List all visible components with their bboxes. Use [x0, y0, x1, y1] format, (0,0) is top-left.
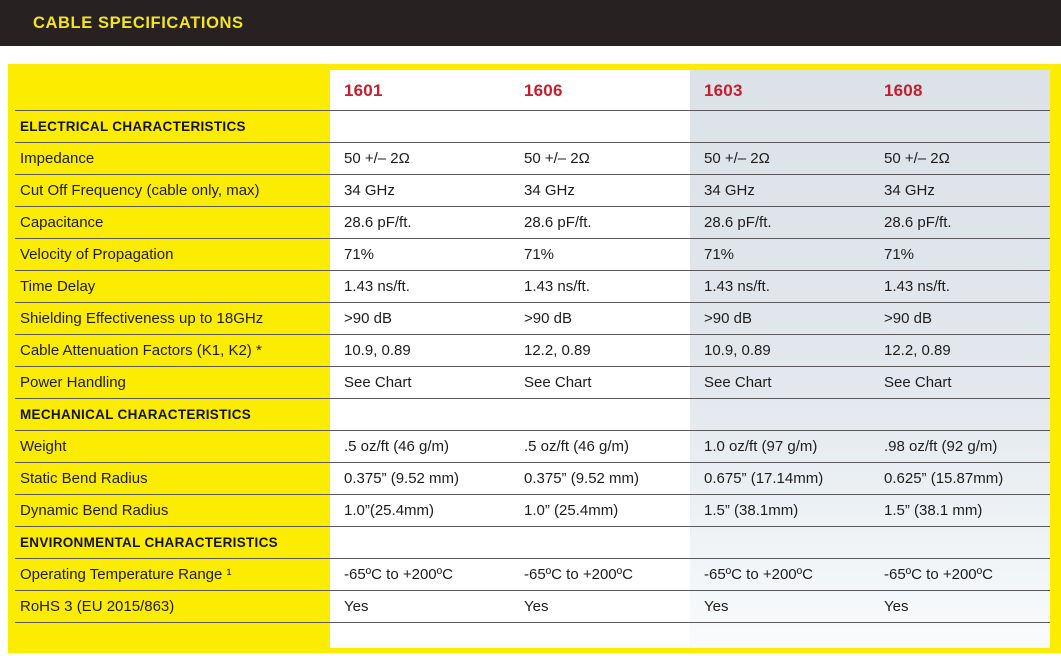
row-label: Impedance: [20, 150, 95, 167]
table-row: Velocity of Propagation 71% 71% 71% 71%: [15, 239, 1050, 271]
spec-table: 1601 1606 1603 1608 ELECTRICAL CHARACTERIST…: [8, 64, 1061, 653]
table-row: Impedance 50 +/– 2Ω 50 +/– 2Ω 50 +/– 2Ω 50 +…: [15, 143, 1050, 175]
cell-value: 1.43 ns/ft.: [884, 278, 950, 295]
cell-value: 50 +/– 2Ω: [704, 150, 770, 167]
title-bar: CABLE SPECIFICATIONS: [0, 0, 1061, 46]
cell-value: Yes: [884, 598, 909, 615]
cell-value: 12.2, 0.89: [884, 342, 951, 359]
data-panel: [330, 70, 1050, 648]
page-title: CABLE SPECIFICATIONS: [33, 14, 244, 32]
section-row: ELECTRICAL CHARACTERISTICS: [15, 111, 1050, 143]
cell-value: 71%: [344, 246, 375, 263]
row-label: RoHS 3 (EU 2015/863): [20, 598, 175, 615]
cell-value: 28.6 pF/ft.: [524, 214, 592, 231]
cell-value: >90 dB: [704, 310, 752, 327]
column-header: 1603: [704, 81, 743, 100]
row-label: ENVIRONMENTAL CHARACTERISTICS: [20, 535, 278, 550]
cell-value: 0.675” (17.14mm): [704, 470, 824, 487]
cell-value: 34 GHz: [524, 182, 575, 199]
cell-value: 12.2, 0.89: [524, 342, 591, 359]
row-label: Velocity of Propagation: [20, 246, 174, 263]
row-label: Capacitance: [20, 214, 104, 231]
cell-value: 1.5” (38.1mm): [704, 502, 799, 519]
row-label: ELECTRICAL CHARACTERISTICS: [20, 119, 246, 134]
table-row: Cable Attenuation Factors (K1, K2) * 10.9…: [15, 335, 1050, 367]
cell-value: -65ºC to +200ºC: [704, 566, 813, 583]
table-row: Time Delay 1.43 ns/ft. 1.43 ns/ft. 1.43 ns/…: [15, 271, 1050, 303]
cell-value: Yes: [344, 598, 369, 615]
column-header-row: 1601 1606 1603 1608: [330, 70, 1050, 110]
cell-value: 71%: [884, 246, 915, 263]
row-label: Weight: [20, 438, 67, 455]
cell-value: See Chart: [344, 374, 412, 391]
cell-value: 1.43 ns/ft.: [704, 278, 770, 295]
cell-value: See Chart: [884, 374, 952, 391]
row-label: Shielding Effectiveness up to 18GHz: [20, 310, 264, 327]
cell-value: 34 GHz: [344, 182, 395, 199]
table-row: Power Handling See Chart See Chart See Char…: [15, 367, 1050, 399]
cell-value: 1.43 ns/ft.: [524, 278, 590, 295]
cell-value: .98 oz/ft (92 g/m): [884, 438, 998, 455]
row-label: Dynamic Bend Radius: [20, 502, 169, 519]
cell-value: 1.43 ns/ft.: [344, 278, 410, 295]
table-row: Weight .5 oz/ft (46 g/m) .5 oz/ft (46 g/m)…: [15, 431, 1050, 463]
cell-value: -65ºC to +200ºC: [524, 566, 633, 583]
cell-value: Yes: [704, 598, 729, 615]
row-label: MECHANICAL CHARACTERISTICS: [20, 407, 252, 422]
cell-value: 28.6 pF/ft.: [344, 214, 412, 231]
cell-value: 50 +/– 2Ω: [344, 150, 410, 167]
cell-value: 1.0”(25.4mm): [344, 502, 435, 519]
cell-value: 1.0 oz/ft (97 g/m): [704, 438, 818, 455]
row-label: Cable Attenuation Factors (K1, K2) *: [20, 342, 262, 359]
cell-value: 0.625” (15.87mm): [884, 470, 1004, 487]
column-header: 1606: [524, 81, 563, 100]
cell-value: 28.6 pF/ft.: [704, 214, 772, 231]
table-row: Operating Temperature Range ¹ -65ºC to +2…: [15, 559, 1050, 591]
table-row: Cut Off Frequency (cable only, max) 34 GH…: [15, 175, 1050, 207]
table-row: Capacitance 28.6 pF/ft. 28.6 pF/ft. 28.6 pF…: [15, 207, 1050, 239]
row-label: Operating Temperature Range ¹: [20, 566, 232, 583]
cell-value: -65ºC to +200ºC: [344, 566, 453, 583]
column-header: 1608: [884, 81, 923, 100]
cell-value: 71%: [704, 246, 735, 263]
cell-value: See Chart: [704, 374, 772, 391]
shaded-band-1603-1608: [690, 70, 1050, 648]
cell-value: 50 +/– 2Ω: [524, 150, 590, 167]
cell-value: 71%: [524, 246, 555, 263]
row-label: Cut Off Frequency (cable only, max): [20, 182, 260, 199]
cell-value: 10.9, 0.89: [344, 342, 411, 359]
table-row: Dynamic Bend Radius 1.0”(25.4mm) 1.0” (25.…: [15, 495, 1050, 527]
cell-value: 34 GHz: [884, 182, 935, 199]
cell-value: 28.6 pF/ft.: [884, 214, 952, 231]
cell-value: >90 dB: [344, 310, 392, 327]
cell-value: 34 GHz: [704, 182, 755, 199]
cell-value: See Chart: [524, 374, 592, 391]
cell-value: -65ºC to +200ºC: [884, 566, 993, 583]
cell-value: >90 dB: [524, 310, 572, 327]
row-label: Time Delay: [20, 278, 96, 295]
section-row: MECHANICAL CHARACTERISTICS: [15, 399, 1050, 431]
cell-value: 50 +/– 2Ω: [884, 150, 950, 167]
section-row: ENVIRONMENTAL CHARACTERISTICS: [15, 527, 1050, 559]
cell-value: 1.0” (25.4mm): [524, 502, 619, 519]
table-row: RoHS 3 (EU 2015/863) Yes Yes Yes Yes: [15, 591, 1050, 623]
column-header: 1601: [344, 81, 383, 100]
cell-value: 10.9, 0.89: [704, 342, 771, 359]
cell-value: 1.5” (38.1 mm): [884, 502, 983, 519]
cell-value: >90 dB: [884, 310, 932, 327]
table-body: ELECTRICAL CHARACTERISTICS Impedance 50 +/…: [15, 110, 1050, 623]
table-row: Static Bend Radius 0.375” (9.52 mm) 0.375”…: [15, 463, 1050, 495]
cell-value: 0.375” (9.52 mm): [524, 470, 640, 487]
cell-value: .5 oz/ft (46 g/m): [344, 438, 450, 455]
table-row: Shielding Effectiveness up to 18GHz >90 d…: [15, 303, 1050, 335]
cell-value: 0.375” (9.52 mm): [344, 470, 460, 487]
cell-value: .5 oz/ft (46 g/m): [524, 438, 630, 455]
row-label: Static Bend Radius: [20, 470, 148, 487]
cell-value: Yes: [524, 598, 549, 615]
row-label: Power Handling: [20, 374, 126, 391]
